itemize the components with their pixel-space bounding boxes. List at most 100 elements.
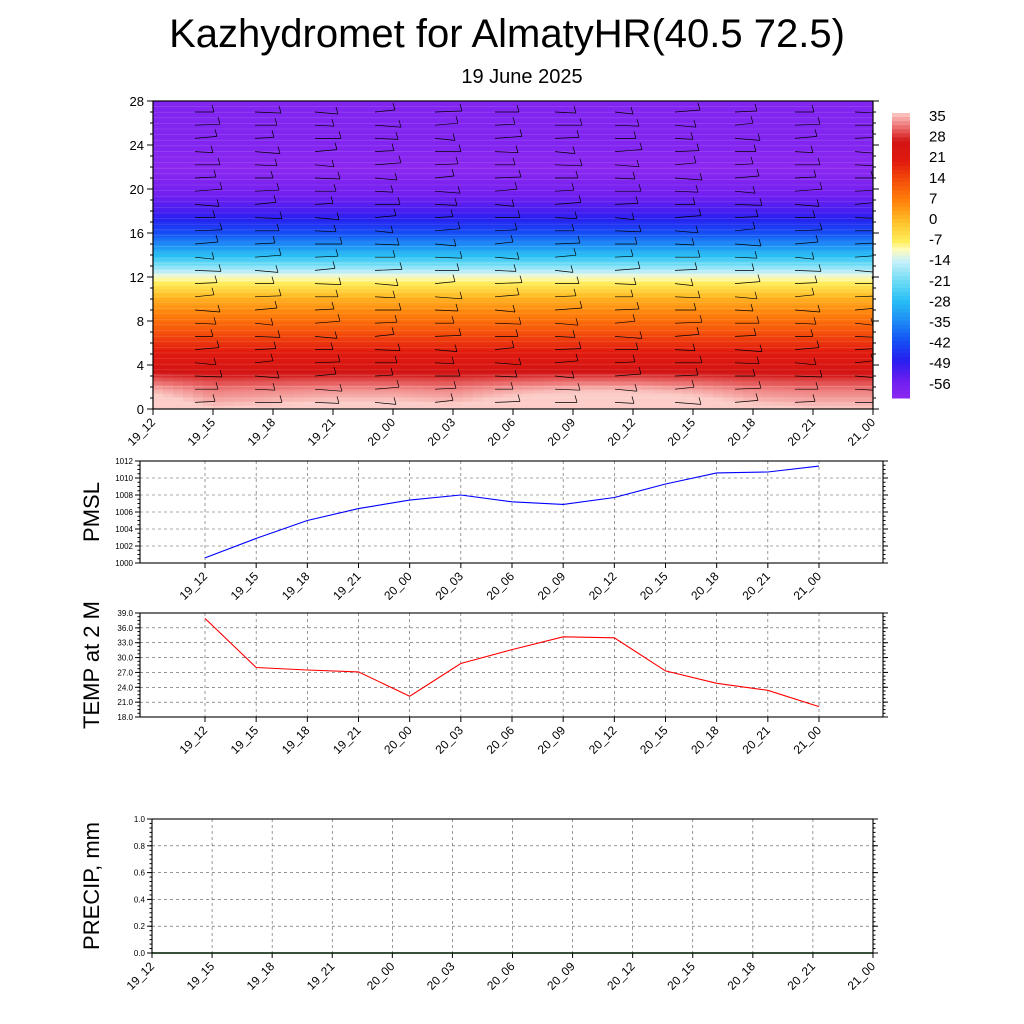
heatmap-cell <box>373 381 384 386</box>
heatmap-cell <box>263 137 274 142</box>
heatmap-cell <box>533 145 544 150</box>
heatmap-cell <box>353 405 364 409</box>
heatmap-cell <box>313 141 324 146</box>
heatmap-cell <box>163 149 174 154</box>
heatmap-cell <box>613 237 624 242</box>
heatmap-cell <box>393 293 404 298</box>
heatmap-cell <box>483 401 494 406</box>
heatmap-cell <box>433 169 444 174</box>
heatmap-cell <box>433 137 444 142</box>
heatmap-cell <box>823 281 834 286</box>
heatmap-cell <box>553 249 564 254</box>
heatmap-cell <box>203 133 214 138</box>
heatmap-cell <box>373 213 384 218</box>
heatmap-cell <box>763 305 774 310</box>
heatmap-cell <box>513 225 524 230</box>
heatmap-cell <box>843 353 854 358</box>
heatmap-cell <box>213 225 224 230</box>
heatmap-cell <box>683 301 694 306</box>
heatmap-cell <box>673 213 684 218</box>
heatmap-cell <box>443 345 454 350</box>
heatmap-cell <box>573 149 584 154</box>
heatmap-cell <box>563 373 574 378</box>
heatmap-cell <box>713 401 724 406</box>
heatmap-cell <box>863 161 873 166</box>
heatmap-cell <box>703 165 714 170</box>
heatmap-cell <box>763 353 774 358</box>
heatmap-cell <box>223 241 234 246</box>
heatmap-cell <box>763 165 774 170</box>
heatmap-cell <box>523 149 534 154</box>
heatmap-cell <box>853 349 864 354</box>
heatmap-cell <box>493 393 504 398</box>
heatmap-cell <box>613 293 624 298</box>
heatmap-cell <box>363 293 374 298</box>
heatmap-cell <box>293 181 304 186</box>
heatmap-cell <box>453 249 464 254</box>
heatmap-cell <box>853 209 864 214</box>
heatmap-cell <box>843 301 854 306</box>
heatmap-cell <box>333 221 344 226</box>
heatmap-cell <box>433 289 444 294</box>
heatmap-cell <box>843 325 854 330</box>
heatmap-cell <box>513 201 524 206</box>
heatmap-cell <box>253 401 264 406</box>
heatmap-cell <box>343 341 354 346</box>
heatmap-cell <box>343 201 354 206</box>
heatmap-cell <box>353 157 364 162</box>
heatmap-cell <box>433 349 444 354</box>
heatmap-cell <box>313 365 324 370</box>
heatmap-cell <box>283 381 294 386</box>
heatmap-cell <box>353 293 364 298</box>
heatmap-cell <box>153 269 164 274</box>
heatmap-cell <box>623 309 634 314</box>
heatmap-cell <box>303 161 314 166</box>
heatmap-cell <box>173 333 184 338</box>
heatmap-cell <box>573 369 584 374</box>
heatmap-cell <box>763 169 774 174</box>
heatmap-cell <box>843 385 854 390</box>
heatmap-cell <box>303 381 314 386</box>
heatmap-cell <box>193 349 204 354</box>
heatmap-cell <box>553 285 564 290</box>
heatmap-cell <box>343 357 354 362</box>
heatmap-cell <box>833 225 844 230</box>
heatmap-cell <box>863 313 873 318</box>
heatmap-cell <box>563 333 574 338</box>
heatmap-cell <box>833 349 844 354</box>
heatmap-cell <box>363 365 374 370</box>
heatmap-cell <box>183 161 194 166</box>
heatmap-cell <box>733 381 744 386</box>
heatmap-cell <box>333 237 344 242</box>
heatmap-cell <box>773 333 784 338</box>
heatmap-cell <box>203 209 214 214</box>
heatmap-cell <box>233 181 244 186</box>
heatmap-cell <box>633 149 644 154</box>
heatmap-cell <box>183 261 194 266</box>
heatmap-cell <box>773 161 784 166</box>
heatmap-cell <box>553 297 564 302</box>
heatmap-cell <box>233 261 244 266</box>
heatmap-cell <box>323 405 334 409</box>
heatmap-cell <box>223 389 234 394</box>
heatmap-cell <box>293 309 304 314</box>
heatmap-cell <box>573 321 584 326</box>
heatmap-cell <box>683 357 694 362</box>
heatmap-cell <box>703 201 714 206</box>
heatmap-cell <box>483 309 494 314</box>
heatmap-cell <box>503 149 514 154</box>
heatmap-cell <box>833 133 844 138</box>
heatmap-cell <box>583 285 594 290</box>
heatmap-cell <box>563 233 574 238</box>
heatmap-cell <box>363 285 374 290</box>
heatmap-cell <box>553 325 564 330</box>
heatmap-cell <box>443 141 454 146</box>
heatmap-cell <box>353 193 364 198</box>
heatmap-cell <box>793 141 804 146</box>
heatmap-cell <box>573 197 584 202</box>
heatmap-cell <box>753 325 764 330</box>
heatmap-cell <box>673 361 684 366</box>
heatmap-cell <box>663 281 674 286</box>
heatmap-cell <box>633 273 644 278</box>
heatmap-cell <box>363 193 374 198</box>
